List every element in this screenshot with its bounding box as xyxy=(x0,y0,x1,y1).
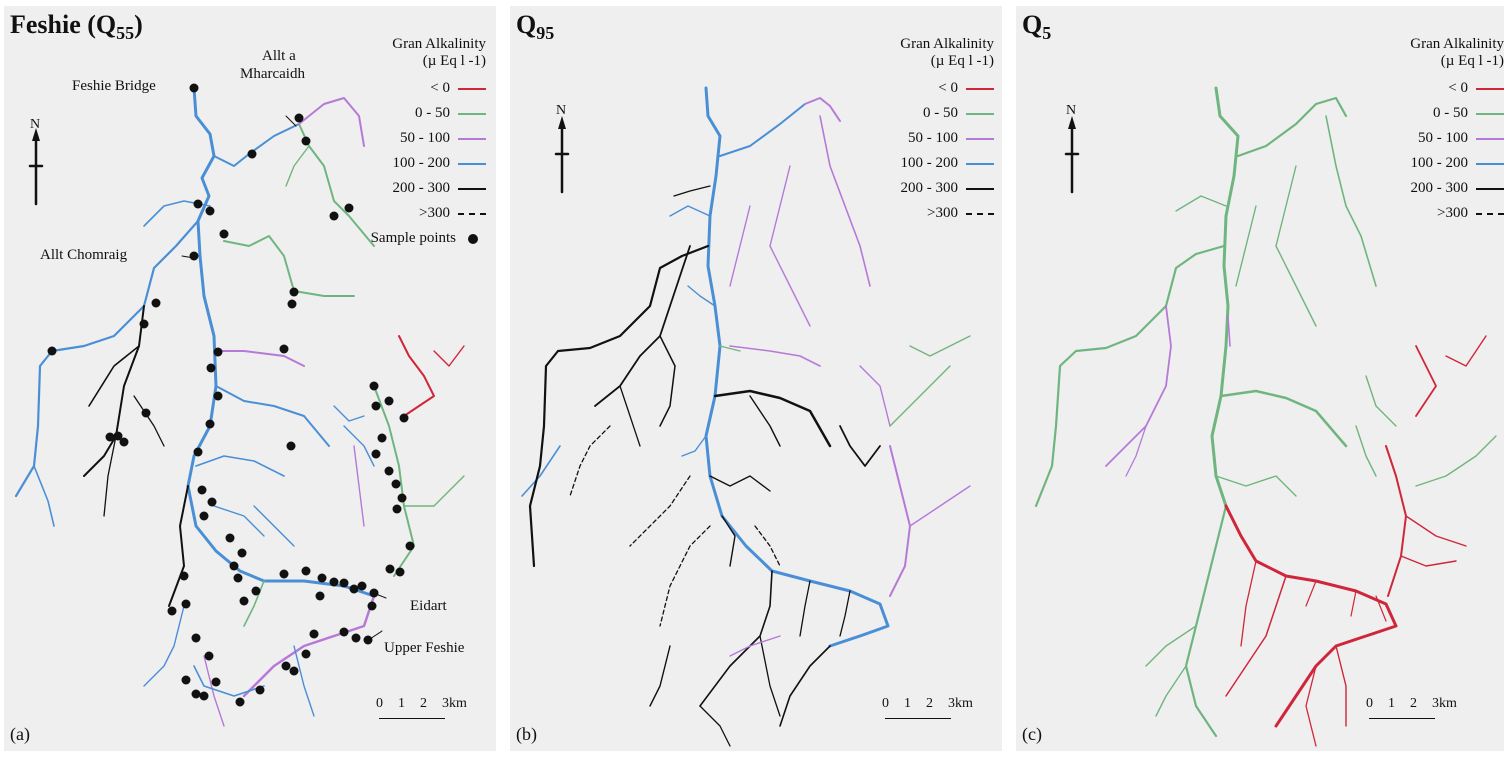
panel-title: Feshie (Q55) xyxy=(10,10,143,44)
north-label: N xyxy=(556,103,566,118)
legend-row-lt0: < 0 xyxy=(316,76,486,101)
north-arrow-icon xyxy=(1064,116,1080,194)
legend-units: (µ Eq l -1) xyxy=(930,53,994,69)
legend-title: Gran Alkalinity xyxy=(392,36,486,52)
north-label: N xyxy=(30,117,40,132)
river-network-b: N xyxy=(521,86,971,747)
legend-units: (µ Eq l -1) xyxy=(422,53,486,69)
label-feshie-bridge: Feshie Bridge xyxy=(72,78,156,94)
legend-row-gt300: >300 xyxy=(316,201,486,226)
map-panel-b: Q95 N xyxy=(510,6,1002,751)
panel-title: Q5 xyxy=(1022,10,1052,44)
legend-row-0-50: 0 - 50 xyxy=(824,101,994,126)
legend: Gran Alkalinity (µ Eq l -1) < 0 0 - 50 5… xyxy=(1334,36,1504,226)
panel-label: (b) xyxy=(516,724,537,744)
panel-title: Q95 xyxy=(516,10,555,44)
scale-bar: 0 1 2 3km xyxy=(376,696,486,730)
label-allt-chomraig: Allt Chomraig xyxy=(40,247,128,263)
legend-row-50-100: 50 - 100 xyxy=(316,126,486,151)
north-arrow-icon xyxy=(28,128,44,206)
label-mharcaidh: Mharcaidh xyxy=(240,66,305,82)
panel-label: (c) xyxy=(1022,724,1042,744)
north-label: N xyxy=(1066,103,1076,118)
river-network-c: N xyxy=(1034,86,1497,747)
legend-row-0-50: 0 - 50 xyxy=(1334,101,1504,126)
label-eidart: Eidart xyxy=(410,598,447,614)
legend: Gran Alkalinity (µ Eq l -1) < 0 0 - 50 5… xyxy=(316,36,486,251)
legend-title: Gran Alkalinity xyxy=(900,36,994,52)
map-panel-a: Feshie (Q55) N xyxy=(4,6,496,751)
legend-row-200-300: 200 - 300 xyxy=(1334,176,1504,201)
map-panel-c: Q5 N xyxy=(1016,6,1504,751)
scale-bar: 0 1 2 3km xyxy=(882,696,992,730)
legend-row-200-300: 200 - 300 xyxy=(824,176,994,201)
legend: Gran Alkalinity (µ Eq l -1) < 0 0 - 50 5… xyxy=(824,36,994,226)
legend-row-0-50: 0 - 50 xyxy=(316,101,486,126)
sample-points xyxy=(47,83,415,707)
label-upper-feshie: Upper Feshie xyxy=(384,640,465,656)
river-network-a: N xyxy=(14,83,465,727)
scale-bar: 0 1 2 3km xyxy=(1366,696,1476,730)
legend-row-100-200: 100 - 200 xyxy=(824,151,994,176)
legend-row-gt300: >300 xyxy=(824,201,994,226)
legend-row-50-100: 50 - 100 xyxy=(1334,126,1504,151)
panel-label: (a) xyxy=(10,724,30,744)
north-arrow-icon xyxy=(554,116,570,194)
legend-row-lt0: < 0 xyxy=(824,76,994,101)
legend-units: (µ Eq l -1) xyxy=(1440,53,1504,69)
legend-row-sample-points: Sample points xyxy=(316,226,486,251)
legend-row-100-200: 100 - 200 xyxy=(316,151,486,176)
legend-title: Gran Alkalinity xyxy=(1410,36,1504,52)
legend-row-200-300: 200 - 300 xyxy=(316,176,486,201)
label-allt-a-mharcaidh: Allt a xyxy=(262,48,296,64)
legend-row-gt300: >300 xyxy=(1334,201,1504,226)
label-leaders xyxy=(181,115,387,640)
legend-row-50-100: 50 - 100 xyxy=(824,126,994,151)
legend-row-100-200: 100 - 200 xyxy=(1334,151,1504,176)
legend-row-lt0: < 0 xyxy=(1334,76,1504,101)
